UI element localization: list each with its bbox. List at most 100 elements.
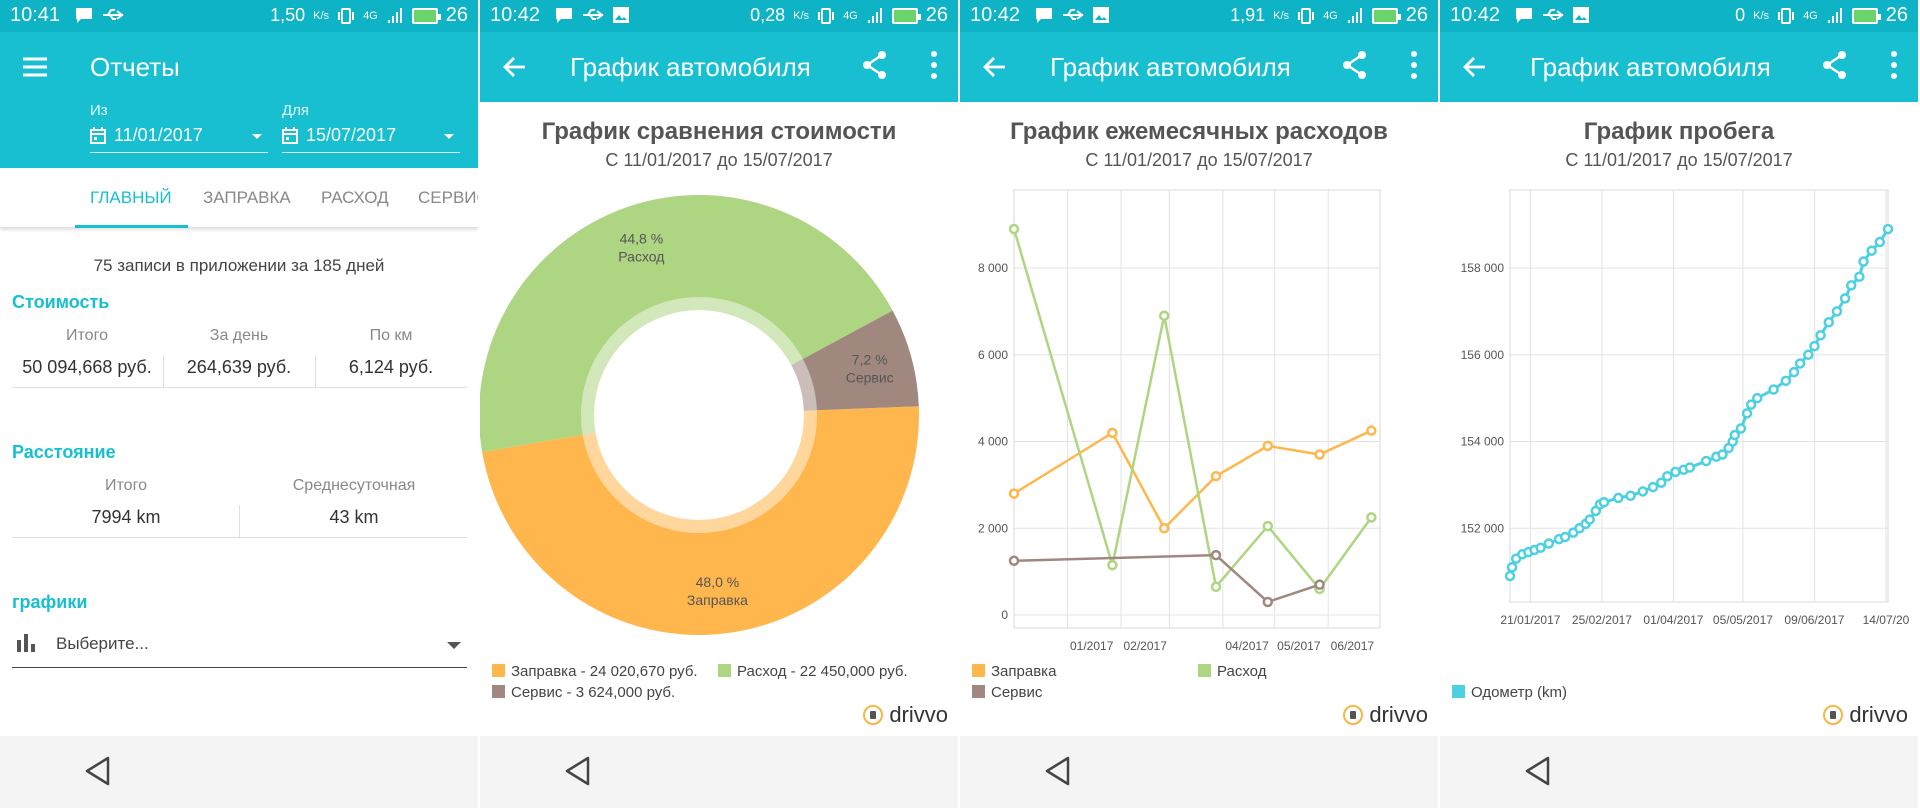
distance-total: Итого 7994 km [12, 477, 240, 528]
date-to-label: Для [282, 102, 310, 119]
app-bar: График автомобиля [960, 32, 1438, 102]
status-right: 1,91 K/s 4G 26 [1230, 4, 1428, 27]
legend-label: Заправка [991, 663, 1057, 680]
tab-service[interactable]: СЕРВИС [418, 188, 478, 207]
data-point [1823, 317, 1834, 328]
divider [315, 355, 316, 387]
more-vert-icon[interactable] [930, 50, 938, 80]
data-point [1504, 570, 1516, 582]
menu-button[interactable] [16, 48, 54, 86]
x-tick-label: 09/06/2017 [1784, 613, 1844, 627]
cost-total-value: 50 094,668 руб. [22, 357, 152, 377]
data-point [1598, 497, 1610, 508]
battery-icon [891, 7, 921, 24]
system-back-icon[interactable] [564, 756, 592, 786]
notification-icons [74, 6, 124, 24]
legend-swatch [1198, 664, 1211, 677]
data-point [1729, 429, 1741, 441]
app-bar: Отчеты Из 11/01/2017 Для 15/07/2017 [0, 32, 478, 168]
data-point [1845, 280, 1857, 291]
slice-name-label: Сервис [846, 369, 894, 385]
legend-swatch [492, 664, 505, 677]
arrow-back-icon [1463, 57, 1485, 77]
message-icon [76, 8, 92, 23]
legend-label: Одометр (km) [1471, 684, 1567, 701]
image-icon [1573, 7, 1589, 23]
network-speed: 0,28 [750, 5, 786, 25]
data-point [1366, 512, 1377, 523]
status-right: 1,50 K/s 4G 26 [270, 4, 468, 27]
tab-main[interactable]: ГЛАВНЫЙ [90, 188, 172, 207]
more-vert-icon[interactable] [1890, 50, 1898, 80]
battery-icon [411, 7, 441, 24]
vibrate-icon [1778, 7, 1795, 24]
system-nav-bar [960, 736, 1438, 808]
slice-name-label: Расход [618, 249, 664, 265]
plot-area [1013, 189, 1381, 629]
data-point [1107, 559, 1118, 571]
drivvo-logo-icon [1343, 705, 1364, 725]
system-back-icon[interactable] [84, 756, 112, 786]
data-point [1559, 531, 1571, 543]
network-speed: 1,91 [1230, 5, 1266, 25]
share-icon[interactable] [1822, 50, 1848, 80]
divider [12, 537, 467, 538]
calendar-icon [90, 127, 106, 144]
share-icon[interactable] [862, 50, 888, 80]
notification-icons [1514, 6, 1590, 24]
page-title: График автомобиля [570, 52, 811, 82]
mileage-screen: 10:42 0 K/s 4G 26 График автомобиля [1440, 0, 1918, 808]
legend-label: Расход [1217, 663, 1267, 680]
usb-icon [103, 9, 124, 20]
data-point [1366, 425, 1377, 436]
data-point [1647, 481, 1659, 493]
system-back-icon[interactable] [1044, 756, 1072, 786]
chevron-down-icon [447, 642, 461, 649]
x-tick-label: 14/07/20 [1863, 613, 1910, 627]
data-point [1831, 306, 1843, 317]
chart-type-select[interactable]: Выберите... [12, 622, 467, 668]
x-tick-label: 01/2017 [1070, 639, 1114, 653]
chart-title: График пробега [1583, 118, 1775, 145]
pie-slice-fuel-inner-ring [582, 410, 817, 533]
data-point [1745, 399, 1757, 410]
back-button[interactable] [496, 48, 534, 86]
message-icon [1516, 8, 1532, 23]
data-point [1788, 366, 1800, 378]
divider [12, 387, 467, 388]
status-bar: 10:42 0,28 K/s 4G 26 [480, 0, 958, 32]
drivvo-logo: drivvo [1343, 702, 1428, 728]
data-point [1314, 449, 1325, 460]
data-point [1809, 340, 1820, 352]
chart-title: График ежемесячных расходов [1010, 118, 1388, 145]
pie-slice-expense [480, 195, 893, 452]
slice-percent-label: 7,2 % [852, 351, 888, 367]
date-to-field[interactable]: Для 15/07/2017 [282, 102, 460, 153]
legend-item-service: Сервис [972, 684, 1042, 701]
legend-swatch [718, 664, 731, 677]
back-button[interactable] [976, 48, 1014, 86]
legend-label: Сервис - 3 624,000 руб. [511, 684, 676, 701]
pie-slice-service-inner-ring [791, 358, 817, 411]
cost-per-day-label: За день [209, 327, 269, 344]
legend-item-service: Сервис - 3 624,000 руб. [492, 684, 675, 701]
message-icon [1036, 8, 1052, 23]
system-back-icon[interactable] [1524, 756, 1552, 786]
legend-label: Сервис [991, 684, 1043, 701]
legend-swatch [1452, 685, 1465, 698]
vibrate-icon [338, 7, 355, 24]
chart-subtitle: С 11/01/2017 до 15/07/2017 [1565, 150, 1793, 170]
tab-expense[interactable]: РАСХОД [321, 188, 389, 207]
tab-fuel[interactable]: ЗАПРАВКА [203, 188, 291, 207]
y-tick-label: 156 000 [1461, 348, 1505, 362]
divider [239, 505, 240, 537]
back-button[interactable] [1456, 48, 1494, 86]
data-point [1735, 423, 1747, 434]
battery-level: 26 [925, 4, 948, 26]
date-from-field[interactable]: Из 11/01/2017 [90, 102, 268, 153]
x-tick-label: 21/01/2017 [1500, 613, 1560, 627]
data-point [1700, 455, 1712, 467]
more-vert-icon[interactable] [1410, 50, 1418, 80]
share-icon[interactable] [1342, 50, 1368, 80]
tab-bar: ГЛАВНЫЙ ЗАПРАВКА РАСХОД СЕРВИС [0, 168, 478, 228]
